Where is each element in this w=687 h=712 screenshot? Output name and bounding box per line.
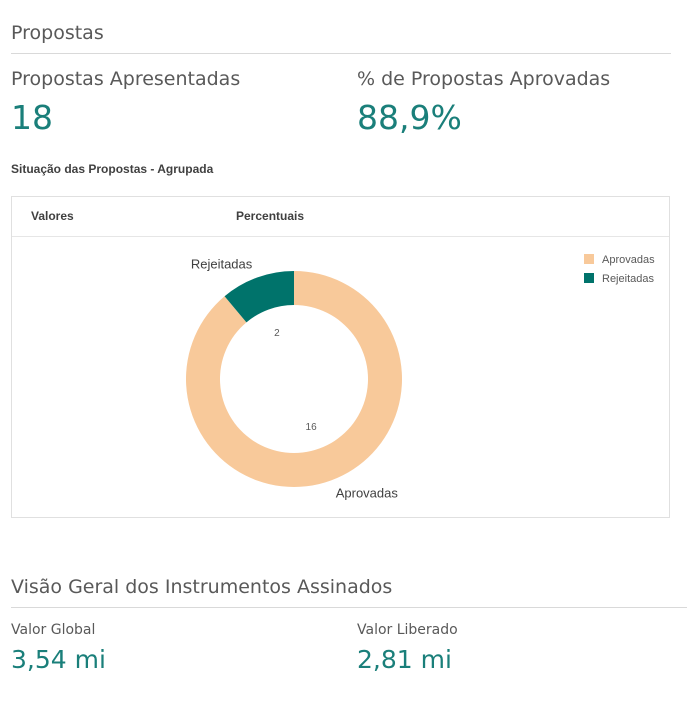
section-divider (11, 53, 671, 54)
chart-title: Situação das Propostas - Agrupada (11, 162, 214, 176)
section-divider (11, 607, 687, 608)
slice-aprovadas[interactable] (185, 271, 402, 487)
donut-chart: 16 Aprovadas 2 Rejeitadas Aprovadas Rejeitad… (185, 254, 655, 501)
chart-panel: Valores Percentuais 16 Aprovadas 2 Rejeitad… (11, 196, 670, 518)
kpi-value-propostas-apresentadas: 18 (11, 98, 53, 137)
tab-percentuais[interactable]: Percentuais (236, 209, 305, 223)
category-label-rejeitadas: Rejeitadas (191, 256, 253, 271)
category-label-aprovadas: Aprovadas (336, 486, 399, 501)
legend-swatch-aprovadas (584, 254, 594, 264)
kpi-label-percent-aprovadas: % de Propostas Aprovadas (357, 68, 611, 90)
chart-legend: Aprovadas Rejeitadas (584, 254, 655, 285)
kpi-label-valor-global: Valor Global (11, 622, 96, 638)
kpi-value-valor-global: 3,54 mi (11, 645, 106, 674)
section-title-visao-geral: Visão Geral dos Instrumentos Assinados (11, 576, 393, 598)
kpi-label-propostas-apresentadas: Propostas Apresentadas (11, 68, 241, 90)
kpi-value-valor-liberado: 2,81 mi (357, 645, 452, 674)
value-label-aprovadas: 16 (306, 422, 318, 433)
value-label-rejeitadas: 2 (274, 328, 280, 339)
section-title-propostas: Propostas (11, 22, 104, 44)
kpi-label-valor-liberado: Valor Liberado (357, 622, 458, 638)
chart-tab-bar: Valores Percentuais (12, 197, 669, 237)
legend-swatch-rejeitadas (584, 273, 594, 283)
kpi-value-percent-aprovadas: 88,9% (357, 98, 462, 137)
legend-label-aprovadas[interactable]: Aprovadas (602, 254, 655, 266)
slice-rejeitadas[interactable] (224, 271, 294, 323)
tab-valores[interactable]: Valores (31, 209, 74, 223)
legend-label-rejeitadas[interactable]: Rejeitadas (602, 273, 654, 285)
